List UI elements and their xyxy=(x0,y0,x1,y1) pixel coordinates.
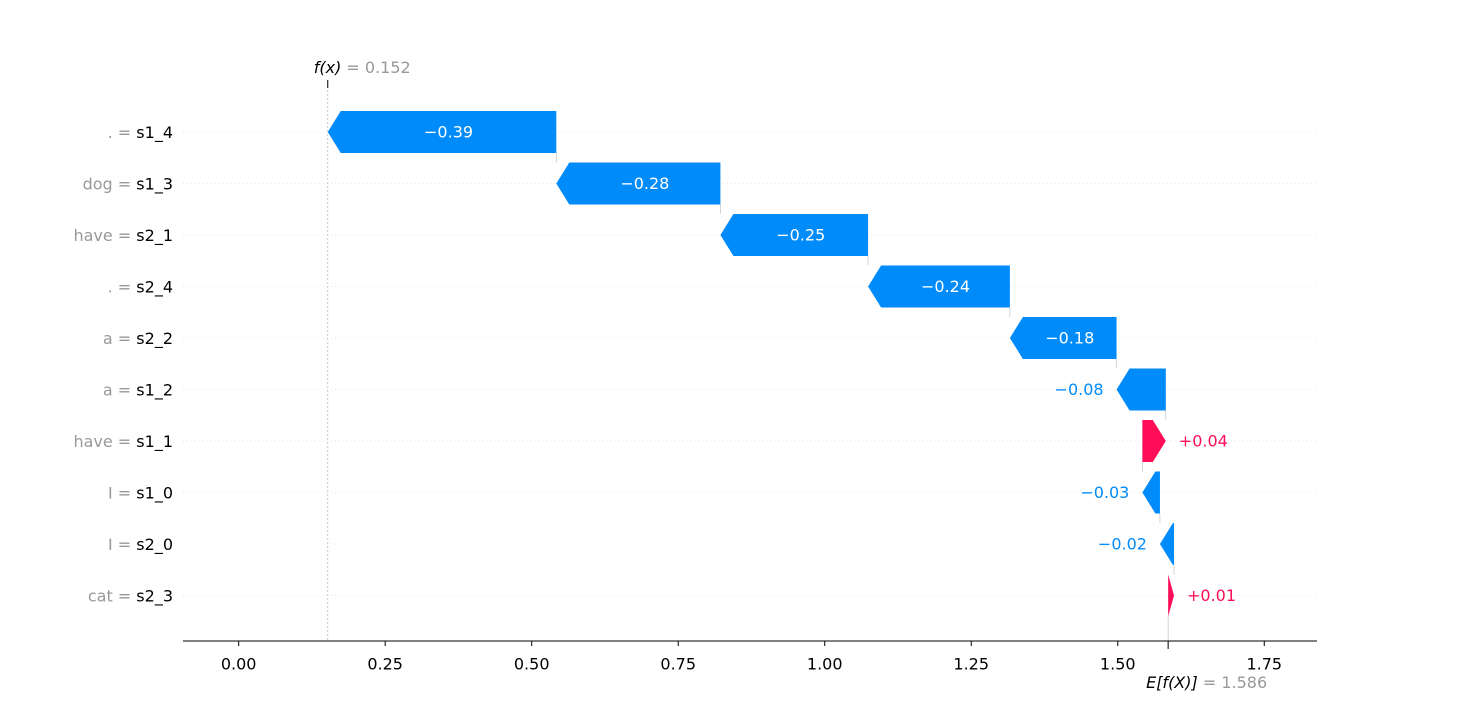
bar-label-s1_1: +0.04 xyxy=(1179,432,1228,451)
x-tick-label: 1.75 xyxy=(1246,655,1282,674)
feature-label-s2_0: I = s2_0 xyxy=(108,535,173,555)
bar-label-s2_4: −0.24 xyxy=(921,277,970,296)
bar-s1_3 xyxy=(556,162,721,205)
bars xyxy=(327,111,1175,617)
bar-labels: −0.39 −0.28 −0.25 −0.24 −0.18 −0.08 +0.04 −0.03… xyxy=(424,123,1236,606)
bar-label-s1_0: −0.03 xyxy=(1080,483,1129,502)
x-tick-label: 0.75 xyxy=(660,655,696,674)
feature-label-s2_1: have = s2_1 xyxy=(73,226,173,246)
bar-s2_3 xyxy=(1168,574,1175,617)
bar-label-s1_3: −0.28 xyxy=(620,174,669,193)
bar-s1_4 xyxy=(327,111,557,153)
x-tick-label: 0.00 xyxy=(221,655,257,674)
bar-label-s2_2: −0.18 xyxy=(1045,329,1094,348)
feature-label-s2_2: a = s2_2 xyxy=(103,329,173,349)
connector-lines xyxy=(327,80,1175,641)
bar-s2_4 xyxy=(868,265,1010,308)
feature-label-s2_4: . = s2_4 xyxy=(108,277,173,297)
feature-label-s1_1: have = s1_1 xyxy=(73,432,173,452)
x-tick-label: 1.00 xyxy=(807,655,843,674)
feature-label-s1_4: . = s1_4 xyxy=(108,123,173,143)
x-tick-label: 0.50 xyxy=(514,655,550,674)
bar-label-s1_2: −0.08 xyxy=(1055,380,1104,399)
bar-s1_2 xyxy=(1116,368,1166,411)
feature-label-s1_2: a = s1_2 xyxy=(103,380,173,400)
bar-label-s1_4: −0.39 xyxy=(424,123,473,142)
x-tick-label: 1.25 xyxy=(953,655,989,674)
bar-s1_0 xyxy=(1142,471,1160,514)
base-value-annotation: E[f(X)] = 1.586 xyxy=(1146,673,1267,692)
output-value-annotation: f(x) = 0.152 xyxy=(314,58,411,77)
x-tick-label: 1.50 xyxy=(1100,655,1136,674)
bar-s2_1 xyxy=(720,214,869,256)
bar-s1_1 xyxy=(1142,420,1166,462)
grid-lines xyxy=(183,131,1317,596)
feature-label-s1_0: I = s1_0 xyxy=(108,483,173,503)
bar-label-s2_0: −0.02 xyxy=(1098,535,1147,554)
bar-s2_0 xyxy=(1159,523,1175,565)
feature-label-s1_3: dog = s1_3 xyxy=(83,174,173,194)
bar-label-s2_3: +0.01 xyxy=(1187,586,1236,605)
feature-label-s2_3: cat = s2_3 xyxy=(88,586,173,606)
annotations: E[f(X)] = 1.586 f(x) = 0.152 xyxy=(314,58,1267,692)
x-tick-label: 0.25 xyxy=(367,655,403,674)
x-axis: 0.00 0.25 0.50 0.75 1.00 1.25 1.50 1.75 xyxy=(183,640,1317,674)
bar-label-s2_1: −0.25 xyxy=(776,226,825,245)
bar-s2_2 xyxy=(1009,317,1117,359)
